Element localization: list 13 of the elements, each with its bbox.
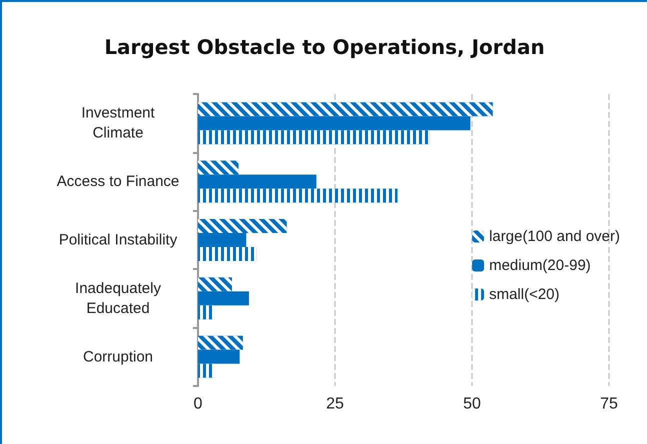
x-tick-label: 75 [600, 396, 618, 412]
y-tick-label: Political Instability [58, 232, 178, 248]
x-tick-label: 25 [326, 396, 344, 412]
legend-label: small(<20) [489, 286, 560, 303]
chart-title: Largest Obstacle to Operations, Jordan [104, 35, 545, 59]
legend-label: medium(20-99) [489, 257, 591, 274]
y-tick-label: Corruption [82, 348, 154, 366]
legend-label: large(100 and over) [489, 228, 620, 245]
y-tick-label: Access to Finance [56, 173, 180, 190]
y-tick-label: Investment Climate [81, 104, 156, 142]
x-tick-label: 50 [463, 396, 481, 412]
x-tick-label: 0 [194, 396, 203, 412]
y-tick-label: Inadequately Educated [75, 280, 162, 317]
